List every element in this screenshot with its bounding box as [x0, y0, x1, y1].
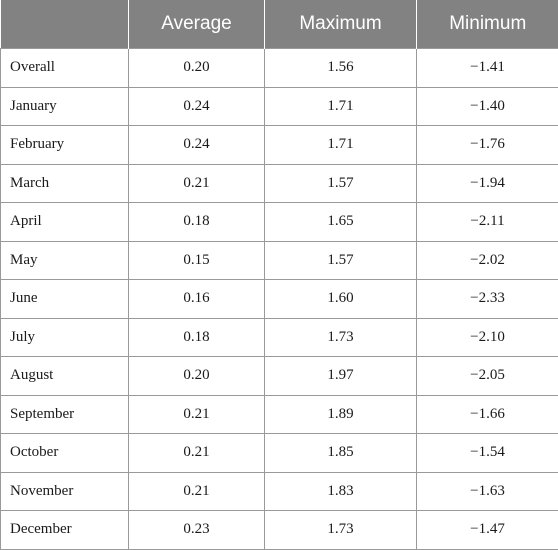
- cell-minimum: −2.11: [416, 202, 558, 242]
- row-label: August: [0, 356, 129, 396]
- table-header: Average Maximum Minimum: [0, 0, 558, 49]
- cell-average: 0.21: [128, 471, 265, 511]
- cell-minimum: −2.10: [416, 317, 558, 357]
- cell-maximum: 1.57: [264, 163, 417, 203]
- cell-minimum: −1.41: [416, 48, 558, 88]
- table-row: January 0.24 1.71 −1.40: [0, 86, 558, 126]
- row-label: June: [0, 279, 129, 319]
- cell-minimum: −1.94: [416, 163, 558, 203]
- cell-average: 0.20: [128, 356, 265, 396]
- row-label: April: [0, 202, 129, 242]
- cell-minimum: −2.02: [416, 240, 558, 280]
- cell-minimum: −2.05: [416, 356, 558, 396]
- table-row: July 0.18 1.73 −2.10: [0, 317, 558, 357]
- cell-minimum: −2.33: [416, 279, 558, 319]
- cell-average: 0.21: [128, 163, 265, 203]
- cell-average: 0.16: [128, 279, 265, 319]
- cell-minimum: −1.47: [416, 510, 558, 550]
- table-row: November 0.21 1.83 −1.63: [0, 471, 558, 511]
- table-row: March 0.21 1.57 −1.94: [0, 163, 558, 203]
- table-row: April 0.18 1.65 −2.11: [0, 202, 558, 242]
- row-label: October: [0, 433, 129, 473]
- cell-average: 0.18: [128, 317, 265, 357]
- table-row: August 0.20 1.97 −2.05: [0, 356, 558, 396]
- cell-minimum: −1.66: [416, 394, 558, 434]
- cell-average: 0.18: [128, 202, 265, 242]
- row-label: Overall: [0, 48, 129, 88]
- cell-minimum: −1.63: [416, 471, 558, 511]
- cell-average: 0.24: [128, 125, 265, 165]
- header-maximum: Maximum: [264, 0, 417, 49]
- cell-minimum: −1.40: [416, 86, 558, 126]
- table-row: October 0.21 1.85 −1.54: [0, 433, 558, 473]
- row-label: July: [0, 317, 129, 357]
- cell-maximum: 1.97: [264, 356, 417, 396]
- table-row: May 0.15 1.57 −2.02: [0, 240, 558, 280]
- table-row: Overall 0.20 1.56 −1.41: [0, 48, 558, 88]
- row-label: September: [0, 394, 129, 434]
- cell-maximum: 1.56: [264, 48, 417, 88]
- table-body: Overall 0.20 1.56 −1.41 January 0.24 1.71 −1.40…: [0, 48, 558, 550]
- cell-maximum: 1.57: [264, 240, 417, 280]
- cell-maximum: 1.60: [264, 279, 417, 319]
- cell-maximum: 1.85: [264, 433, 417, 473]
- cell-maximum: 1.73: [264, 317, 417, 357]
- cell-maximum: 1.71: [264, 125, 417, 165]
- header-minimum: Minimum: [416, 0, 558, 49]
- cell-minimum: −1.54: [416, 433, 558, 473]
- header-row: Average Maximum Minimum: [0, 0, 558, 49]
- table-row: June 0.16 1.60 −2.33: [0, 279, 558, 319]
- row-label: February: [0, 125, 129, 165]
- row-label: November: [0, 471, 129, 511]
- cell-average: 0.21: [128, 394, 265, 434]
- cell-maximum: 1.71: [264, 86, 417, 126]
- cell-maximum: 1.73: [264, 510, 417, 550]
- cell-minimum: −1.76: [416, 125, 558, 165]
- cell-maximum: 1.65: [264, 202, 417, 242]
- cell-average: 0.15: [128, 240, 265, 280]
- table-row: December 0.23 1.73 −1.47: [0, 510, 558, 550]
- header-empty: [0, 0, 129, 49]
- cell-average: 0.21: [128, 433, 265, 473]
- cell-maximum: 1.83: [264, 471, 417, 511]
- row-label: January: [0, 86, 129, 126]
- cell-average: 0.24: [128, 86, 265, 126]
- cell-average: 0.20: [128, 48, 265, 88]
- row-label: March: [0, 163, 129, 203]
- header-average: Average: [128, 0, 265, 49]
- row-label: December: [0, 510, 129, 550]
- cell-maximum: 1.89: [264, 394, 417, 434]
- table-row: September 0.21 1.89 −1.66: [0, 394, 558, 434]
- cell-average: 0.23: [128, 510, 265, 550]
- table-row: February 0.24 1.71 −1.76: [0, 125, 558, 165]
- row-label: May: [0, 240, 129, 280]
